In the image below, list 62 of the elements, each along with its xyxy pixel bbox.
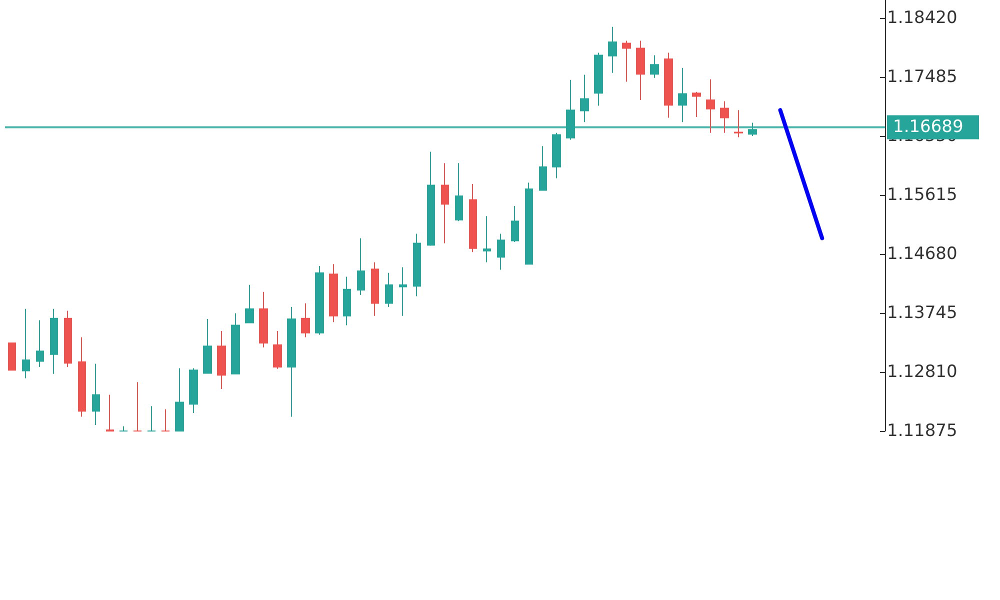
- candlestick: [189, 368, 198, 414]
- candlestick: [50, 308, 58, 374]
- y-tick-label: 1.17485: [887, 66, 958, 87]
- candlestick: [175, 368, 184, 432]
- candlestick: [315, 265, 324, 336]
- y-tick-label: 1.15615: [887, 184, 958, 205]
- candlestick: [483, 216, 491, 263]
- candlestick: [497, 233, 505, 270]
- candlestick: [287, 306, 296, 418]
- candlestick: [706, 78, 715, 134]
- candlestick: [455, 162, 463, 222]
- candlestick: [664, 52, 673, 118]
- candlestick: [259, 291, 268, 348]
- candlestick: [678, 67, 687, 123]
- candlestick: [636, 40, 645, 101]
- candlestick: [594, 52, 603, 106]
- candlestick: [147, 406, 156, 432]
- candlestick: [469, 183, 477, 253]
- candlestick: [78, 336, 86, 418]
- candlestick: [427, 151, 435, 246]
- y-tick-label: 1.11875: [887, 421, 958, 441]
- y-tick-label: 1.13745: [887, 302, 958, 323]
- y-tick-label: 1.18420: [887, 8, 958, 28]
- y-tick-label: 1.14680: [887, 244, 958, 264]
- candlestick: [511, 206, 519, 243]
- candlestick: [245, 284, 254, 324]
- ref-line-label: 1.16689: [893, 117, 964, 138]
- candlestick: [133, 382, 142, 432]
- candlestick: [301, 302, 310, 338]
- candlestick: [622, 40, 631, 82]
- candlestick: [36, 320, 44, 368]
- candlestick: [92, 363, 100, 426]
- candlestick: [650, 54, 659, 78]
- candlestick: [231, 312, 240, 374]
- candlestick: [525, 182, 533, 265]
- candlestick: [106, 394, 114, 432]
- candlestick: [748, 122, 757, 136]
- candlestick: [273, 330, 282, 370]
- candlestick: [329, 264, 338, 323]
- candlestick: [566, 79, 575, 140]
- candlestick: [692, 91, 701, 118]
- y-tick-label: 1.12810: [887, 362, 958, 382]
- candlestick: [441, 162, 449, 244]
- candlestick: [580, 74, 589, 123]
- candlestick: [385, 272, 393, 308]
- candlestick: [217, 330, 226, 390]
- candlestick: [413, 233, 421, 297]
- candlestick: [161, 408, 170, 432]
- candlestick: [343, 276, 351, 326]
- candlestick: [734, 110, 743, 138]
- candlestick: [552, 132, 561, 179]
- candlestick: [720, 100, 729, 134]
- candlestick: [357, 238, 365, 296]
- candlestick: [399, 266, 407, 316]
- candlestick: [203, 318, 212, 374]
- candlestick: [608, 26, 617, 74]
- candlestick: [8, 342, 16, 371]
- candlestick: [371, 262, 379, 316]
- candlestick: [22, 308, 30, 379]
- candlestick: [539, 146, 547, 191]
- candlestick: [119, 426, 128, 432]
- candlestick: [64, 310, 72, 368]
